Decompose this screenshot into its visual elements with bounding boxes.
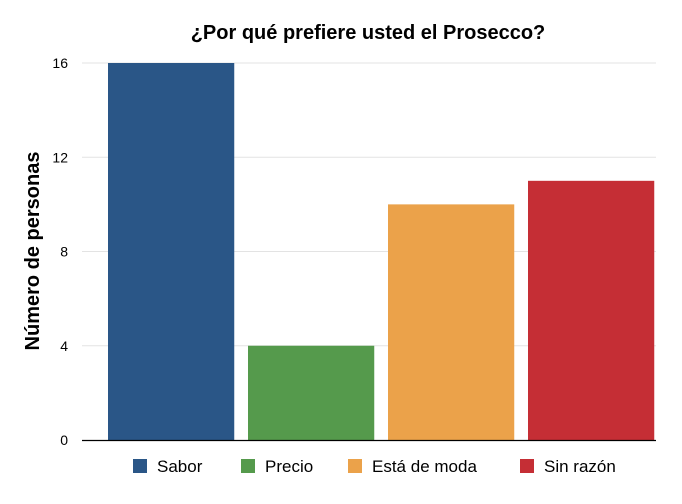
legend-item: Está de moda [348,457,477,476]
legend-swatch [133,459,147,473]
legend-swatch [348,459,362,473]
y-tick-label: 4 [60,338,68,354]
legend-swatch [241,459,255,473]
legend: Sabor Precio Está de moda Sin razón [133,457,616,476]
y-axis-label: Número de personas [22,152,44,351]
legend-item: Sabor [133,457,203,476]
legend-item: Precio [241,457,313,476]
legend-swatch [520,459,534,473]
y-tick-label: 12 [52,149,68,165]
y-tick-label: 8 [60,244,68,260]
legend-label: Precio [265,457,313,476]
y-tick-label: 0 [60,432,68,448]
bar-precio [248,345,375,440]
y-tick-label: 16 [52,55,68,71]
bars [108,63,655,440]
legend-item: Sin razón [520,457,616,476]
bar-está-de-moda [388,204,515,440]
y-axis-ticks: 0 4 8 12 16 [52,55,68,448]
legend-label: Sin razón [544,457,616,476]
chart-title: ¿Por qué prefiere usted el Prosecco? [191,22,546,44]
legend-label: Sabor [157,457,203,476]
legend-label: Está de moda [372,457,477,476]
bar-sin-razón [528,180,655,440]
bar-sabor [108,63,235,440]
